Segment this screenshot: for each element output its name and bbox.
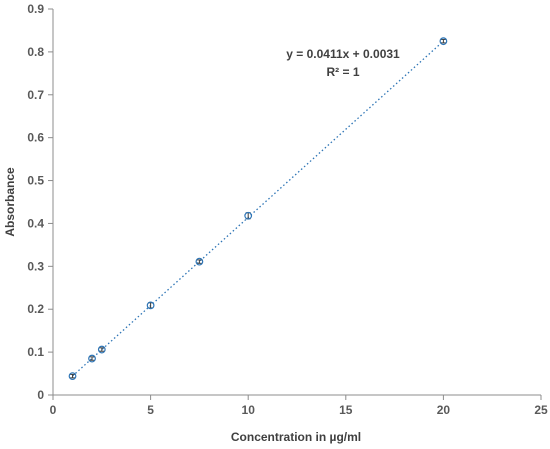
data-point [146,301,155,310]
data-point [88,354,96,363]
y-tick-label: 0.1 [27,345,44,359]
x-tick-label: 25 [534,403,548,417]
y-axis-title: Absorbance [3,167,17,237]
x-axis-title: Concentration in µg/ml [231,430,361,444]
y-tick-label: 0 [37,388,44,402]
x-tick-label: 10 [242,403,256,417]
data-point [439,37,448,46]
x-tick-label: 15 [339,403,353,417]
y-tick-label: 0.4 [27,216,44,230]
x-axis-ticks: 0 5 10 15 20 25 [50,395,548,417]
y-axis-ticks: 0 0.1 0.2 0.3 0.4 0.5 0.6 0.7 0.8 0.9 [27,2,53,402]
x-tick-label: 5 [147,403,154,417]
data-point [244,211,253,220]
trendline-r-squared: R² = 1 [326,65,359,79]
x-tick-label: 20 [437,403,451,417]
y-tick-label: 0.3 [27,259,44,273]
x-tick-label: 0 [50,403,57,417]
y-tick-label: 0.5 [27,174,44,188]
y-tick-label: 0.7 [27,88,44,102]
data-points [68,37,448,381]
data-point [195,257,204,266]
trendline-equation: y = 0.0411x + 0.0031 [286,47,400,61]
y-tick-label: 0.8 [27,45,44,59]
trendline [72,40,444,377]
y-tick-label: 0.2 [27,302,44,316]
y-tick-label: 0.9 [27,2,44,16]
data-point [97,345,106,354]
data-point [68,372,77,381]
y-tick-label: 0.6 [27,131,44,145]
